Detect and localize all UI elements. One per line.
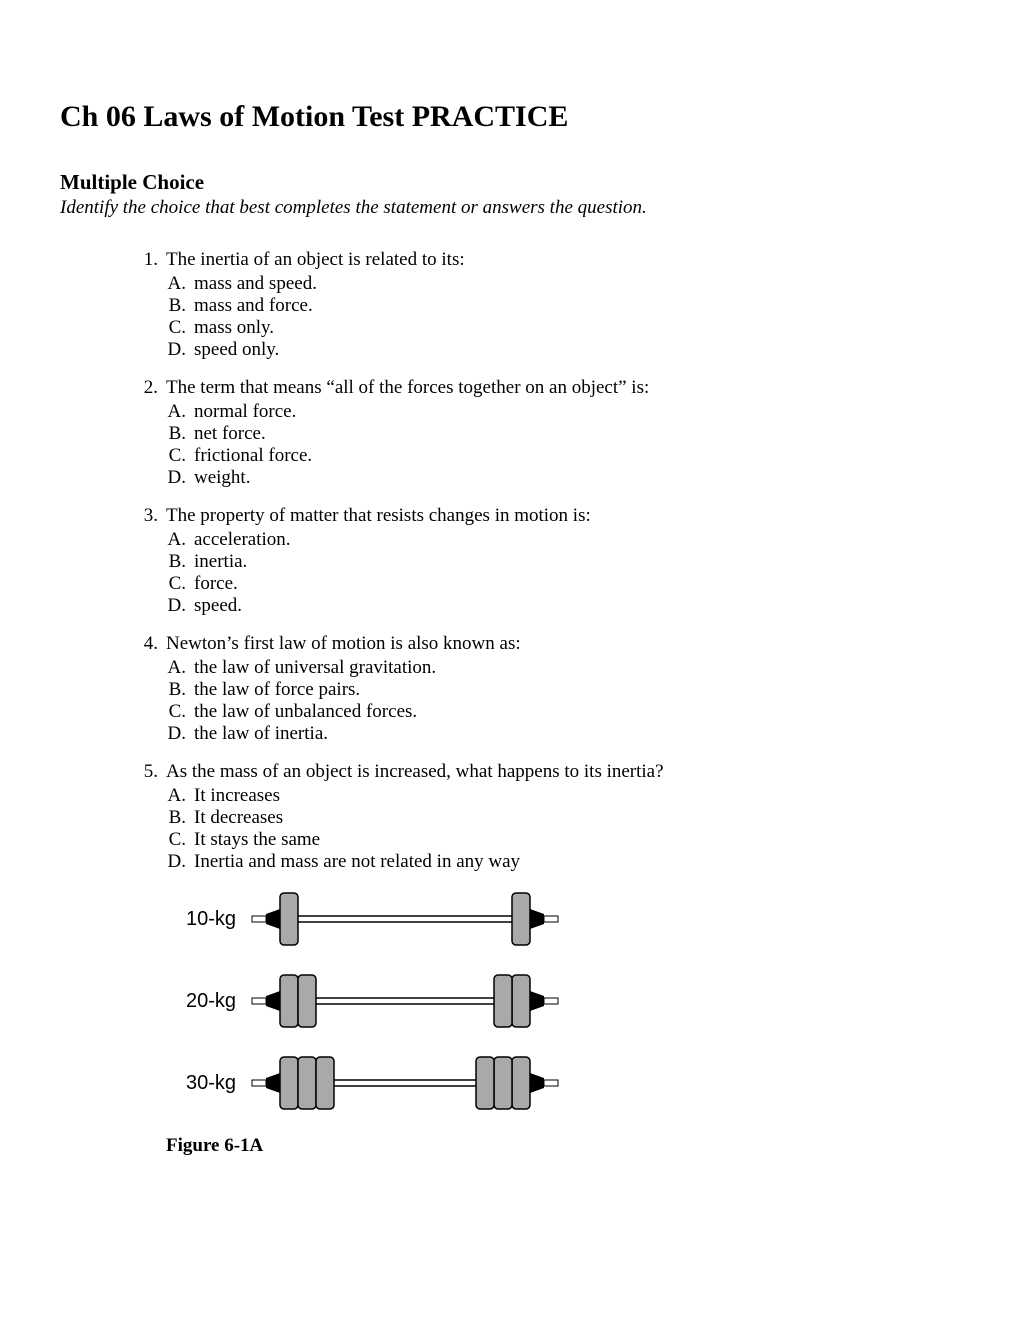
question-number: 3. (130, 505, 166, 527)
choice: A.acceleration. (130, 529, 960, 551)
figure-6-1a: 10-kg 20-kg 30-kg (166, 889, 960, 1113)
question-stem: The inertia of an object is related to i… (166, 249, 960, 271)
choice-text: weight. (194, 467, 960, 489)
choice-letter: B. (130, 807, 194, 829)
choice: A.It increases (130, 785, 960, 807)
choice-letter: C. (130, 445, 194, 467)
choice: B.the law of force pairs. (130, 679, 960, 701)
choice-text: mass only. (194, 317, 960, 339)
question-stem: As the mass of an object is increased, w… (166, 761, 960, 783)
choice-letter: B. (130, 423, 194, 445)
choice-letter: A. (130, 657, 194, 679)
choice-text: frictional force. (194, 445, 960, 467)
question: 5.As the mass of an object is increased,… (130, 761, 960, 873)
choice-letter: C. (130, 701, 194, 723)
figure-caption: Figure 6-1A (166, 1135, 960, 1157)
choice: D.Inertia and mass are not related in an… (130, 851, 960, 873)
choice: B.It decreases (130, 807, 960, 829)
choice-text: speed. (194, 595, 960, 617)
choice-letter: C. (130, 573, 194, 595)
choice-letter: A. (130, 401, 194, 423)
dumbbell-label: 10-kg (166, 908, 236, 931)
choice: D.weight. (130, 467, 960, 489)
dumbbell-icon (250, 889, 560, 949)
dumbbell-icon (250, 1053, 560, 1113)
choice: D.the law of inertia. (130, 723, 960, 745)
choice-text: force. (194, 573, 960, 595)
choice: C.force. (130, 573, 960, 595)
choice-text: normal force. (194, 401, 960, 423)
choice: A.mass and speed. (130, 273, 960, 295)
choice-text: acceleration. (194, 529, 960, 551)
choice-text: It stays the same (194, 829, 960, 851)
choice-letter: D. (130, 339, 194, 361)
choice-text: speed only. (194, 339, 960, 361)
choice-letter: A. (130, 785, 194, 807)
choice: C.It stays the same (130, 829, 960, 851)
dumbbell-row: 30-kg (166, 1053, 960, 1113)
page-title: Ch 06 Laws of Motion Test PRACTICE (60, 100, 960, 134)
question-number: 2. (130, 377, 166, 399)
choice-text: the law of unbalanced forces. (194, 701, 960, 723)
choice: C.the law of unbalanced forces. (130, 701, 960, 723)
choice-letter: B. (130, 295, 194, 317)
choice-text: It decreases (194, 807, 960, 829)
question-number: 5. (130, 761, 166, 783)
choice: B.inertia. (130, 551, 960, 573)
dumbbell-label: 20-kg (166, 990, 236, 1013)
choice-letter: D. (130, 723, 194, 745)
choice-letter: C. (130, 317, 194, 339)
dumbbell-row: 20-kg (166, 971, 960, 1031)
choice-text: the law of force pairs. (194, 679, 960, 701)
choice-text: mass and force. (194, 295, 960, 317)
question-number: 1. (130, 249, 166, 271)
choice-letter: D. (130, 467, 194, 489)
choice-letter: B. (130, 679, 194, 701)
question-stem: The term that means “all of the forces t… (166, 377, 960, 399)
choice-letter: C. (130, 829, 194, 851)
choice: B.mass and force. (130, 295, 960, 317)
choice-text: It increases (194, 785, 960, 807)
choice: D.speed only. (130, 339, 960, 361)
choice-letter: A. (130, 529, 194, 551)
choice-letter: A. (130, 273, 194, 295)
choice-text: mass and speed. (194, 273, 960, 295)
choice: D.speed. (130, 595, 960, 617)
instructions: Identify the choice that best completes … (60, 197, 960, 219)
question: 4.Newton’s first law of motion is also k… (130, 633, 960, 745)
question-number: 4. (130, 633, 166, 655)
question-stem: Newton’s first law of motion is also kno… (166, 633, 960, 655)
section-header: Multiple Choice (60, 170, 960, 195)
choice: C.mass only. (130, 317, 960, 339)
questions-list: 1.The inertia of an object is related to… (130, 249, 960, 873)
dumbbell-label: 30-kg (166, 1072, 236, 1095)
choice-text: the law of inertia. (194, 723, 960, 745)
question: 1.The inertia of an object is related to… (130, 249, 960, 361)
choice: A.normal force. (130, 401, 960, 423)
question: 3.The property of matter that resists ch… (130, 505, 960, 617)
dumbbell-icon (250, 971, 560, 1031)
choice: B.net force. (130, 423, 960, 445)
choice-text: the law of universal gravitation. (194, 657, 960, 679)
choice-text: Inertia and mass are not related in any … (194, 851, 960, 873)
choice-letter: D. (130, 851, 194, 873)
choice-text: inertia. (194, 551, 960, 573)
question-stem: The property of matter that resists chan… (166, 505, 960, 527)
choice-text: net force. (194, 423, 960, 445)
choice-letter: D. (130, 595, 194, 617)
choice: C.frictional force. (130, 445, 960, 467)
question: 2.The term that means “all of the forces… (130, 377, 960, 489)
dumbbell-row: 10-kg (166, 889, 960, 949)
choice-letter: B. (130, 551, 194, 573)
choice: A.the law of universal gravitation. (130, 657, 960, 679)
